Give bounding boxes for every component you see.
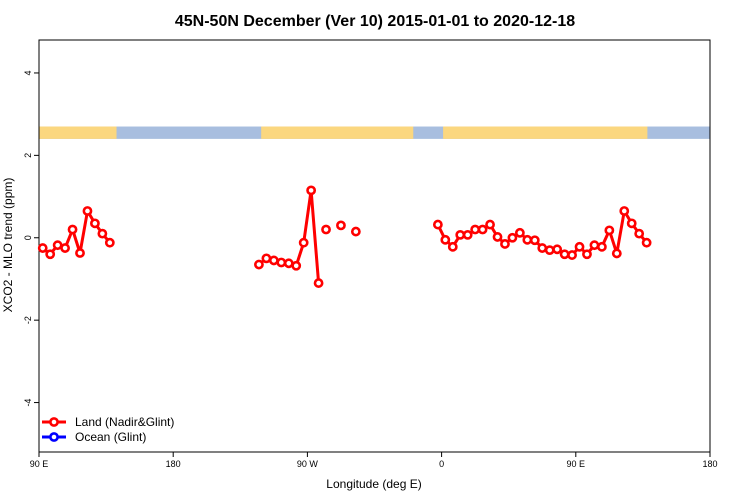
series-0-point-5-5 <box>470 224 481 235</box>
y-axis: -4 -2 0 2 4 <box>23 70 39 407</box>
series-0-point-3-0 <box>336 220 346 231</box>
land-mask-segment-0 <box>39 126 117 139</box>
series-0-point-5-15 <box>544 245 555 256</box>
series-0-point-5-9 <box>500 239 510 249</box>
series-0-point-5-14 <box>537 243 548 253</box>
series-0-point-0-4 <box>67 224 78 235</box>
x-tick-label-4: 90 E <box>567 459 586 469</box>
series-0-point-5-4 <box>462 229 473 240</box>
series-0-point-5-26 <box>626 218 637 229</box>
series-0-point-5-23 <box>604 225 615 236</box>
series-0-point-5-18 <box>567 250 577 260</box>
series-0-point-5-16 <box>552 244 563 255</box>
plot-frame <box>38 39 711 453</box>
series-0-point-0-1 <box>45 249 56 260</box>
series-0-point-5-2 <box>447 241 458 252</box>
series-0-point-0-8 <box>97 228 108 239</box>
x-tick-label-0: 90 E <box>30 459 49 469</box>
series-0-point-0-5 <box>75 248 85 258</box>
legend: Land (Nadir&Glint)Ocean (Glint) <box>42 415 174 444</box>
series-0-point-5-19 <box>574 241 585 252</box>
y-tick-label-4: 4 <box>23 70 33 75</box>
series-0-point-5-8 <box>492 232 503 242</box>
y-tick-label-2: 0 <box>23 235 33 240</box>
series-0-point-0-0 <box>37 243 48 253</box>
y-tick-label-1: -2 <box>23 316 33 324</box>
series-0-point-1-8 <box>313 278 324 288</box>
series-0-point-5-10 <box>507 232 518 243</box>
series-0-point-5-13 <box>529 235 540 246</box>
series-0-point-5-25 <box>619 206 630 216</box>
series-0-point-5-7 <box>485 219 495 230</box>
series-0-point-0-9 <box>104 237 115 248</box>
series-0-point-1-3 <box>276 257 287 268</box>
y-tick-label-3: 2 <box>23 153 33 158</box>
series-0-point-1-0 <box>254 259 264 270</box>
x-tick-label-2: 90 W <box>297 459 319 469</box>
series-0-point-5-24 <box>611 248 622 259</box>
series-layer <box>37 185 652 288</box>
series-0-point-1-4 <box>283 258 294 269</box>
x-tick-label-1: 180 <box>166 459 181 469</box>
series-0-point-1-7 <box>306 185 317 196</box>
legend-label-1: Ocean (Glint) <box>75 430 146 444</box>
series-0-point-0-3 <box>60 243 70 253</box>
series-0-point-5-22 <box>596 241 607 252</box>
series-0-point-1-5 <box>291 260 302 271</box>
series-0-line-0 <box>41 209 111 256</box>
series-0-point-5-20 <box>582 249 592 260</box>
series-0-point-2-0 <box>321 224 331 235</box>
legend-marker-1 <box>49 432 59 442</box>
land-mask-segment-2 <box>443 126 648 139</box>
land-ocean-mask-band <box>39 126 710 139</box>
series-0-point-5-6 <box>477 224 488 235</box>
x-axis-label: Longitude (deg E) <box>326 477 421 491</box>
series-0-point-0-6 <box>82 206 93 216</box>
series-0-point-1-1 <box>261 253 272 264</box>
series-0-point-5-0 <box>432 219 443 230</box>
series-0-point-4-0 <box>350 226 361 237</box>
legend-label-0: Land (Nadir&Glint) <box>75 415 174 429</box>
series-0-point-0-2 <box>52 240 63 251</box>
series-0-point-5-21 <box>589 240 600 251</box>
series-0-point-0-7 <box>90 218 100 229</box>
series-0-point-1-2 <box>268 255 279 266</box>
series-0-point-5-12 <box>522 234 533 245</box>
x-axis: 90 E 180 90 W 0 90 E 180 <box>30 452 718 469</box>
x-tick-label-5: 180 <box>702 459 717 469</box>
chart-title: 45N-50N December (Ver 10) 2015-01-01 to … <box>175 13 575 30</box>
series-0-point-5-1 <box>440 234 451 245</box>
x-tick-label-3: 0 <box>439 459 444 469</box>
series-0-point-5-3 <box>455 229 466 240</box>
series-0-point-5-27 <box>634 228 645 239</box>
legend-marker-0 <box>49 417 59 427</box>
land-mask-segment-1 <box>261 126 414 139</box>
y-axis-label: XCO2 - MLO trend (ppm) <box>1 178 15 313</box>
series-0-line-1 <box>257 188 321 284</box>
series-0-point-5-11 <box>514 227 525 238</box>
series-0-point-1-6 <box>298 237 309 248</box>
series-0-point-5-28 <box>641 237 652 248</box>
series-0-point-5-17 <box>559 249 570 260</box>
y-tick-label-0: -4 <box>23 399 33 407</box>
